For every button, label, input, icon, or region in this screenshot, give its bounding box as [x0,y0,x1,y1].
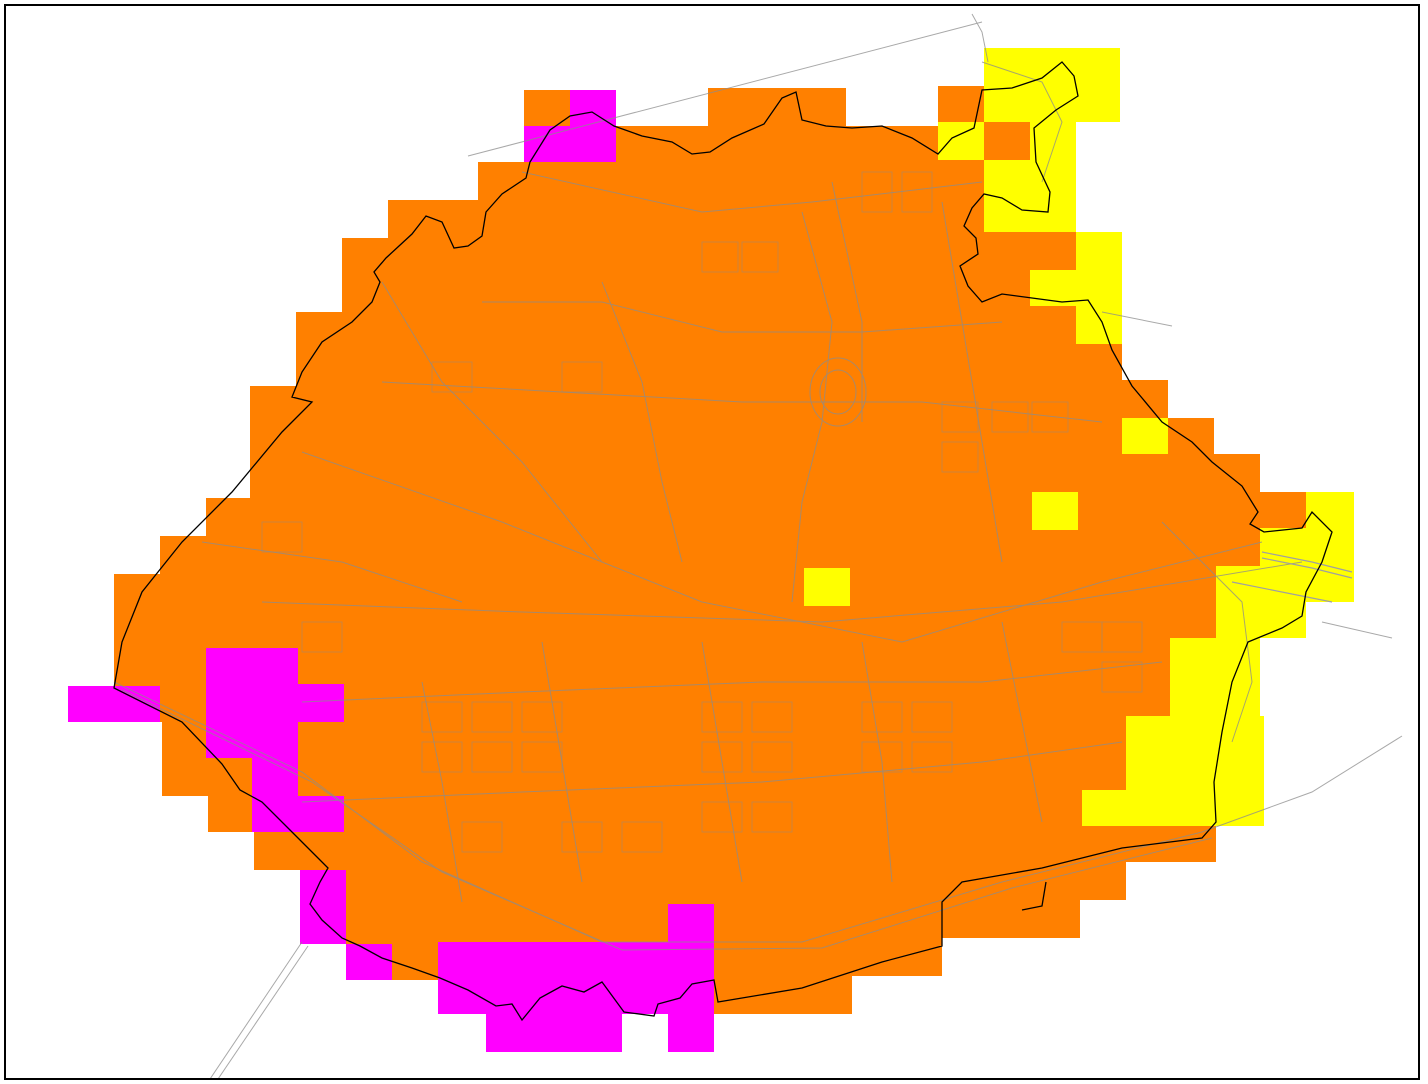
map-frame[interactable] [4,4,1420,1080]
map-canvas[interactable] [6,6,1420,1080]
road-network [113,13,1403,1078]
street-blocks [261,171,1143,853]
rail-lines [1231,551,1353,603]
zone-magenta [68,90,714,1052]
city-boundary [113,61,1333,1022]
zone-orange [114,86,1306,1014]
zone-yellow [804,48,1354,826]
harbour-boundary [1021,881,1047,911]
